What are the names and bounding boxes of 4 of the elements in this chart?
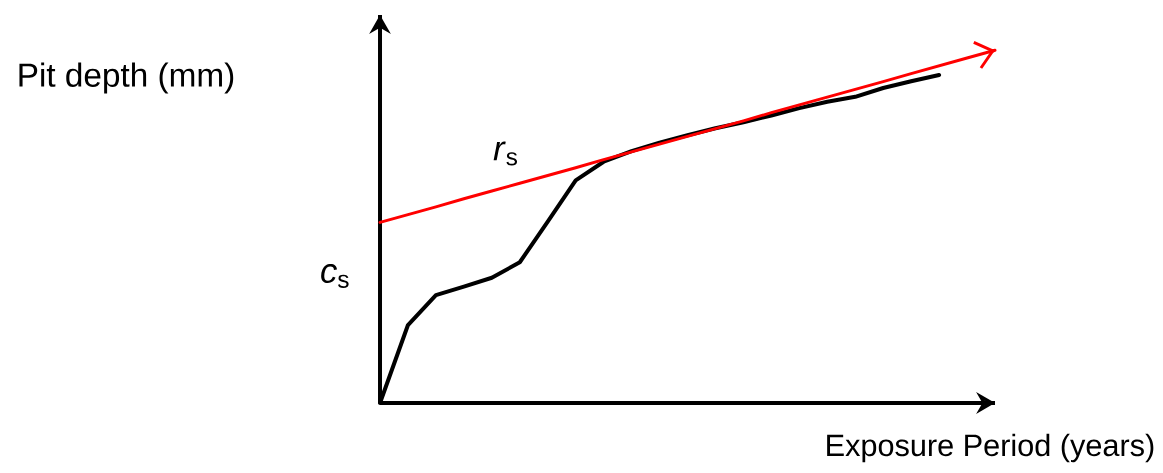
- x-axis-title: Exposure Period (years): [827, 433, 1154, 463]
- y-axis-title: Pit depth (mm): [19, 62, 234, 94]
- text: c$_{s}$: [321, 264, 349, 288]
- annotation: r$_{s}$: [493, 141, 518, 166]
